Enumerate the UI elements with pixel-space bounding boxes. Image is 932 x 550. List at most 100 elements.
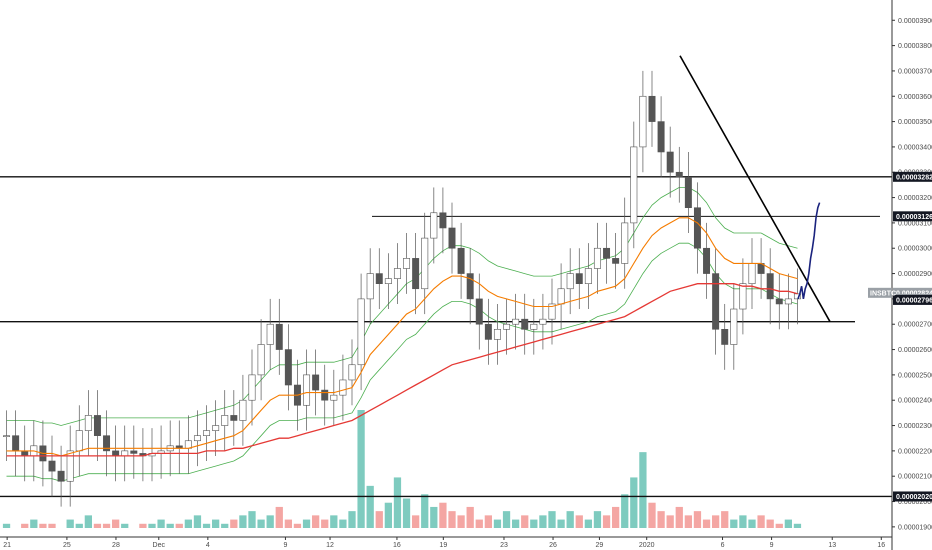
symbol-badge xyxy=(868,287,892,298)
candle-body xyxy=(339,379,347,396)
volume-bar xyxy=(312,515,320,528)
volume-bar xyxy=(193,515,202,528)
y-tick-label: 0.00002500 xyxy=(898,372,932,379)
volume-bar xyxy=(384,502,392,528)
volume-bar xyxy=(93,523,102,528)
candle-body xyxy=(103,435,111,452)
candle-body xyxy=(384,278,392,284)
time-axis[interactable]: 21 25 28 Dec 4 9 12 16 19 23 26 29 2020 6 9 13 16 xyxy=(0,536,892,549)
x-tick-label: 6 xyxy=(721,542,725,549)
volume-bar xyxy=(730,519,738,528)
candle-body xyxy=(375,273,383,284)
ema-slow-line xyxy=(6,283,798,457)
volume-bar xyxy=(21,523,29,528)
x-tick-label: 21 xyxy=(3,542,11,549)
volume-bar xyxy=(639,452,647,528)
candle-body xyxy=(539,318,547,325)
candle-body xyxy=(548,303,556,320)
x-tick-label: 23 xyxy=(500,542,508,549)
price-badge-label: 0.00002796 xyxy=(896,297,932,304)
candle-body xyxy=(421,237,429,290)
volume-bar xyxy=(412,515,420,528)
bb-upper-line xyxy=(6,187,798,426)
candle-body xyxy=(566,273,574,290)
y-tick-label: 0.00002200 xyxy=(898,448,932,455)
moving-averages xyxy=(6,217,798,457)
volume-bar xyxy=(657,511,665,528)
candle-body xyxy=(739,283,747,310)
candle-body xyxy=(193,435,201,442)
candle-body xyxy=(284,349,292,386)
y-tick-label: 0.00003900 xyxy=(898,18,932,25)
candle-body xyxy=(221,415,229,426)
candle-body xyxy=(648,95,656,122)
volume-bar xyxy=(557,519,565,528)
volume-bar xyxy=(221,523,229,528)
volume-bar xyxy=(121,523,129,528)
candle-body xyxy=(403,258,411,269)
candle-body xyxy=(575,273,583,284)
candle-body xyxy=(466,273,474,300)
candle-body xyxy=(130,450,138,454)
x-tick-label: 12 xyxy=(326,542,334,549)
volume-bar xyxy=(693,511,702,528)
x-tick-label: 13 xyxy=(828,542,836,549)
candle-body xyxy=(457,247,465,274)
candle-body xyxy=(112,450,120,457)
volume-bar xyxy=(239,515,247,528)
x-tick-label: 26 xyxy=(549,542,557,549)
candle-body xyxy=(639,95,647,148)
y-tick-label: 0.00003400 xyxy=(898,144,932,151)
candle-body xyxy=(303,374,311,406)
candle-body xyxy=(312,374,320,391)
candle-body xyxy=(439,212,447,229)
volume-bar xyxy=(339,519,347,528)
candle-body xyxy=(521,318,529,330)
candle-body xyxy=(248,374,256,401)
bb-lower-line xyxy=(6,242,798,482)
volume-bar xyxy=(84,515,92,528)
volume-bar xyxy=(102,523,111,528)
volume-bar xyxy=(584,519,592,528)
candle-body xyxy=(675,171,683,178)
candle-body xyxy=(75,430,83,452)
volume-bar xyxy=(548,511,556,528)
candle-body xyxy=(493,328,501,340)
x-tick-label: 16 xyxy=(393,542,401,549)
y-tick-label: 0.00003500 xyxy=(898,119,932,126)
y-tick-label: 0.00003100 xyxy=(898,220,932,227)
x-tick-label: 9 xyxy=(283,542,287,549)
y-tick-label: 0.00002600 xyxy=(898,347,932,354)
volume-bar xyxy=(75,523,83,528)
volume-bar xyxy=(502,511,511,528)
candle-body xyxy=(503,323,511,330)
price-badge-label: 0.00003282 xyxy=(896,174,932,181)
volume-bar xyxy=(157,519,165,528)
volume-bar xyxy=(30,519,38,528)
price-badge xyxy=(893,211,932,222)
x-tick-label: Dec xyxy=(153,542,166,549)
volume-bar xyxy=(202,523,211,528)
candle-body xyxy=(766,273,774,300)
y-tick-label: 0.00002000 xyxy=(898,499,932,506)
x-tick-label: 25 xyxy=(63,542,71,549)
candle-body xyxy=(12,435,20,452)
volume-bar xyxy=(139,523,147,528)
candle-body xyxy=(612,258,620,264)
y-tick-label: 0.00002100 xyxy=(898,474,932,481)
volume-bar xyxy=(675,506,683,528)
candle-body xyxy=(321,389,329,401)
candle-body xyxy=(593,247,601,269)
volume-bar xyxy=(275,506,283,528)
trendline xyxy=(679,55,831,323)
candle-body xyxy=(512,318,520,325)
volume-bar xyxy=(475,519,483,528)
candle-body xyxy=(657,121,665,153)
y-tick-label: 0.00002400 xyxy=(898,398,932,405)
volume-bars xyxy=(2,410,802,528)
volume-bar xyxy=(212,519,220,528)
candle-body xyxy=(784,298,792,305)
y-tick-label: 0.00003200 xyxy=(898,195,932,202)
